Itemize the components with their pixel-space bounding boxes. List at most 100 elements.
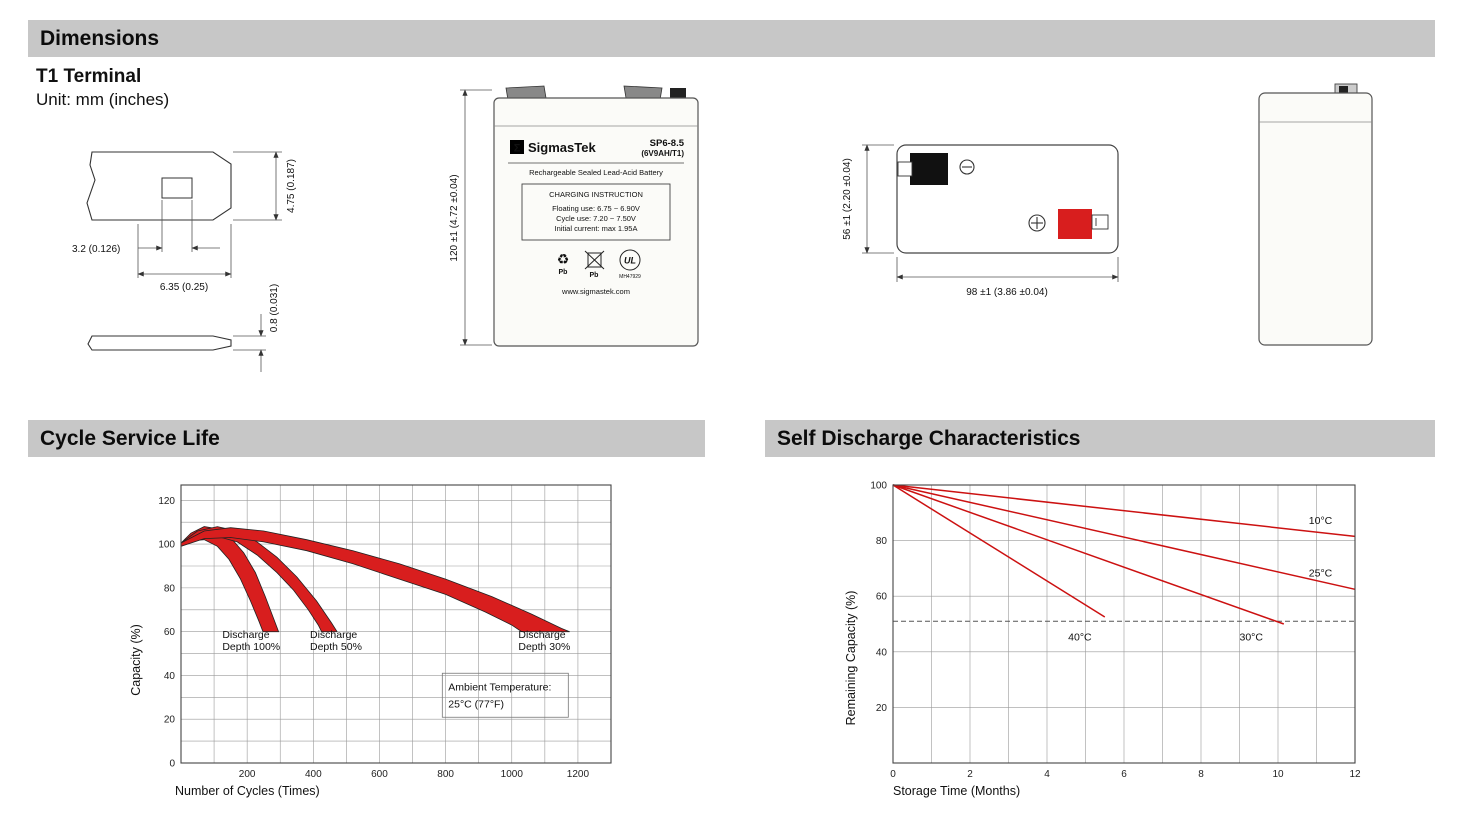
- plot-frame: [892, 484, 1356, 764]
- temperature-label: 25°C: [1309, 568, 1333, 580]
- height-dim-label: 120 ±1 (4.72 ±0.04): [449, 174, 460, 261]
- y-tick-label: 20: [876, 703, 888, 714]
- battery-body: [493, 97, 699, 347]
- recycle-symbol: ♻: [557, 251, 570, 267]
- charging-line-2: Cycle use: 7.20 ~ 7.50V: [556, 214, 636, 223]
- x-tick-label: 800: [437, 769, 454, 780]
- battery-side-view: [1245, 78, 1395, 363]
- x-tick-label: 1200: [567, 769, 590, 780]
- terminal-blade-front: [87, 335, 232, 351]
- ambient-note-line2: 25°C (77°F): [448, 698, 504, 710]
- temperature-line: [892, 484, 1356, 591]
- blade-width-dimension: 6.35 (0.25): [137, 224, 232, 293]
- temperature-label: 30°C: [1240, 632, 1264, 644]
- width-dimension: 98 ±1 (3.86 ±0.04): [896, 257, 1119, 298]
- brand-name: SigmasTek: [528, 140, 596, 155]
- section-header-dimensions: Dimensions: [28, 20, 1435, 57]
- y-tick-label: 80: [164, 583, 176, 594]
- dimensions-title: Dimensions: [40, 26, 160, 50]
- pb-recycle-label: Pb: [559, 269, 568, 276]
- self-discharge-title: Self Discharge Characteristics: [777, 426, 1081, 450]
- ambient-note-line1: Ambient Temperature:: [448, 681, 551, 693]
- self-chart-ylabel: Remaining Capacity (%): [844, 591, 858, 726]
- temperature-label: 40°C: [1068, 632, 1092, 644]
- band-label: Discharge: [222, 629, 269, 641]
- blade-height-dimension: 4.75 (0.187): [233, 151, 297, 221]
- y-tick-label: 20: [164, 715, 176, 726]
- self-chart-xlabel: Storage Time (Months): [893, 784, 1020, 798]
- hole-offset-dimension: 3.2 (0.126): [72, 200, 220, 255]
- side-view-body: [1258, 92, 1373, 346]
- y-tick-label: 60: [876, 592, 888, 603]
- terminal-hole: [161, 177, 193, 199]
- pb-bin-label: Pb: [590, 272, 599, 279]
- battery-label: Σ SigmasTek SP6-8.5 (6V9AH/T1) Rechargea…: [508, 138, 685, 296]
- section-header-cycle-service-life: Cycle Service Life: [28, 420, 705, 457]
- y-tick-label: 100: [870, 481, 887, 492]
- website: www.sigmastek.com: [561, 287, 630, 296]
- ul-code-label: MH47929: [619, 274, 641, 280]
- minus-symbol-icon: [959, 159, 975, 175]
- self-discharge-chart: Remaining Capacity (%) Storage Time (Mon…: [830, 473, 1390, 818]
- discharge-depth-band: [180, 526, 280, 633]
- model-number: SP6-8.5: [650, 138, 685, 149]
- battery-terminals-top: [505, 85, 686, 101]
- terminal-type-title: T1 Terminal: [36, 66, 142, 87]
- charging-line-3: Initial current: max 1.95A: [555, 224, 638, 233]
- band-label: Depth 100%: [222, 641, 280, 653]
- ul-mark-icon: UL MH47929: [619, 249, 641, 280]
- charging-title: CHARGING INSTRUCTION: [549, 190, 643, 199]
- battery-subtitle: Rechargeable Sealed Lead-Acid Battery: [529, 168, 663, 177]
- cycle-chart-xlabel: Number of Cycles (Times): [175, 784, 320, 798]
- x-tick-label: 12: [1349, 769, 1361, 780]
- temperature-line: [892, 484, 1106, 618]
- no-bin-pb-icon: Pb: [584, 250, 605, 279]
- height-dimension: 120 ±1 (4.72 ±0.04): [449, 89, 492, 346]
- y-tick-label: 60: [164, 627, 176, 638]
- depth-dimension: 56 ±1 (2.20 ±0.04): [842, 144, 894, 254]
- x-tick-label: 1000: [501, 769, 524, 780]
- charging-instruction-box: [521, 183, 671, 241]
- terminal-connector: [670, 88, 686, 99]
- cycle-chart-ylabel: Capacity (%): [129, 624, 143, 696]
- section-header-self-discharge: Self Discharge Characteristics: [765, 420, 1435, 457]
- band-label: Discharge: [310, 629, 357, 641]
- depth-dim-label: 56 ±1 (2.20 ±0.04): [842, 158, 853, 240]
- charging-line-1: Floating use: 6.75 ~ 6.90V: [552, 204, 640, 213]
- x-tick-label: 4: [1044, 769, 1050, 780]
- blade-height-dim-label: 4.75 (0.187): [286, 159, 297, 213]
- hole-offset-dim-label: 3.2 (0.126): [72, 244, 120, 255]
- x-tick-label: 0: [890, 769, 896, 780]
- x-tick-label: 8: [1198, 769, 1204, 780]
- temperature-line: [892, 484, 1285, 625]
- x-tick-label: 10: [1272, 769, 1284, 780]
- battery-top-view: 56 ±1 (2.20 ±0.04) 98 ±1 (3.86 ±0.04): [830, 135, 1160, 305]
- x-tick-label: 6: [1121, 769, 1127, 780]
- temperature-label: 10°C: [1309, 515, 1333, 527]
- y-tick-label: 40: [164, 671, 176, 682]
- y-tick-label: 0: [169, 759, 175, 770]
- blade-width-dim-label: 6.35 (0.25): [160, 282, 208, 293]
- x-tick-label: 2: [967, 769, 973, 780]
- y-tick-label: 120: [158, 496, 175, 507]
- band-label: Depth 30%: [518, 641, 570, 653]
- y-tick-label: 100: [158, 540, 175, 551]
- ambient-note-box: [441, 672, 569, 718]
- temperature-line: [892, 484, 1356, 538]
- x-tick-label: 200: [239, 769, 256, 780]
- terminal-dimension-drawing: 4.75 (0.187) 3.2 (0.126) 6.35 (0.25) 0.8…: [50, 140, 310, 380]
- brand-symbol: Σ: [514, 143, 521, 155]
- plus-symbol-icon: [1028, 214, 1046, 232]
- battery-front-view: 120 ±1 (4.72 ±0.04) Σ SigmasTek SP6-8.5 …: [448, 80, 718, 365]
- y-tick-label: 40: [876, 647, 888, 658]
- negative-terminal-block: [897, 153, 948, 185]
- x-tick-label: 400: [305, 769, 322, 780]
- x-tick-label: 600: [371, 769, 388, 780]
- terminal-side-profile: [86, 151, 232, 221]
- y-tick-label: 80: [876, 536, 888, 547]
- unit-label: Unit: mm (inches): [36, 90, 170, 109]
- band-label: Discharge: [518, 629, 565, 641]
- cycle-service-life-title: Cycle Service Life: [40, 426, 220, 450]
- plot-frame: [180, 484, 612, 764]
- brand-logo-square: [510, 140, 524, 154]
